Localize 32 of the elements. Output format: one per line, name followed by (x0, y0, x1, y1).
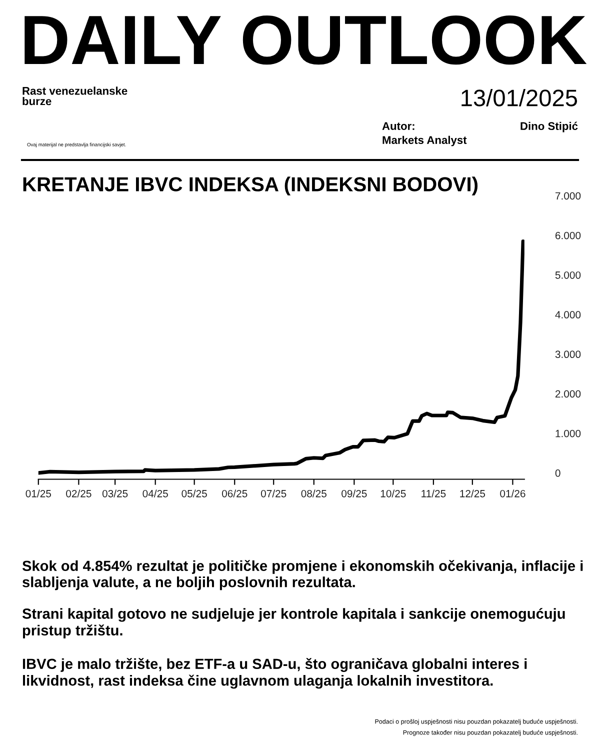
y-tick-label: 4.000 (555, 311, 581, 318)
x-tick-label: 03/25 (102, 490, 128, 498)
x-tick-label: 08/25 (301, 490, 326, 498)
y-tick-label: 2.000 (555, 390, 581, 398)
y-tick-label: 0 (555, 469, 560, 477)
x-tick-label: 11/25 (422, 490, 446, 498)
chart-title: KRETANJE IBVC INDEKSA (INDEKSNI BODOVI) (23, 176, 478, 196)
text: IBVC je malo tržište, bez ETF-a u SAD-u, što ograničava globalni interes i likvidnost, rast indeksa čine uglavnom ulaganja lokalnih investitora. (22, 658, 527, 689)
text: Rast venezuelanske burze (22, 86, 128, 106)
x-tick-label: 05/25 (182, 490, 207, 498)
text: Dino Stipić (520, 122, 578, 132)
x-tick-label: 01/25 (26, 490, 51, 498)
y-tick-label: 6.000 (555, 232, 581, 240)
text: 13/01/2025 (462, 88, 578, 106)
text: Autor: (382, 122, 414, 130)
line-series (38, 239, 524, 475)
text: Skok od 4.854% rezultat je političke promjene i ekonomskih očekivanja, inflacije i slabljenja valute, a ne boljih poslovnih rezultata. (22, 560, 583, 590)
x-tick-label: 01/26 (500, 490, 526, 498)
text: Markets Analyst (382, 136, 467, 146)
text: Strani kapital gotovo ne sudjeluje jer kontrole kapitala i sankcije onemogućuju pristup tržištu. (22, 608, 565, 638)
x-tick-label: 02/25 (66, 490, 92, 498)
y-tick-label: 5.000 (555, 271, 581, 279)
x-tick-label: 10/25 (380, 490, 406, 498)
y-tick-label: 1.000 (556, 430, 581, 438)
y-tick-label: 7.000 (555, 192, 581, 200)
x-tick-label: 06/25 (222, 490, 248, 498)
y-tick-label: 3.000 (555, 350, 581, 358)
x-tick-label: 09/25 (342, 490, 367, 498)
x-tick-label: 04/25 (142, 490, 168, 498)
x-tick-label: 07/25 (260, 490, 286, 498)
text: DAILY OUTLOOK (24, 15, 587, 65)
x-tick-label: 12/25 (460, 490, 486, 498)
